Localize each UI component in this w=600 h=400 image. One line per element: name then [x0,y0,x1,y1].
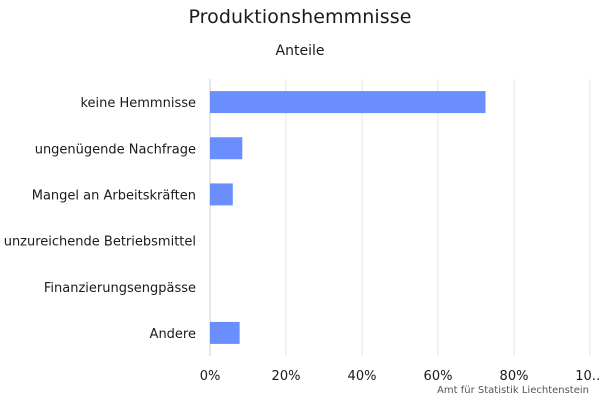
x-tick-label: 60% [424,369,453,384]
bar[interactable] [210,137,243,160]
category-label: Mangel an Arbeitskräften [32,188,196,203]
bar[interactable] [210,91,486,114]
chart-subtitle: Anteile [275,43,325,59]
category-label: Andere [150,327,196,342]
chart-credit[interactable]: Amt für Statistik Liechtenstein [437,385,589,396]
category-label: ungenügende Nachfrage [35,142,196,157]
x-tick-label: 10… [575,369,600,384]
bar[interactable] [210,183,233,206]
bar[interactable] [210,321,240,344]
x-tick-label: 20% [272,369,301,384]
x-tick-label: 80% [500,369,529,384]
chart-title: Produktionshemmnisse [188,6,412,28]
x-tick-label: 0% [200,369,221,384]
category-label: keine Hemmnisse [80,96,196,111]
category-label: Finanzierungsengpässe [44,281,196,296]
category-label: unzureichende Betriebsmittel [4,235,196,250]
x-tick-label: 40% [348,369,377,384]
